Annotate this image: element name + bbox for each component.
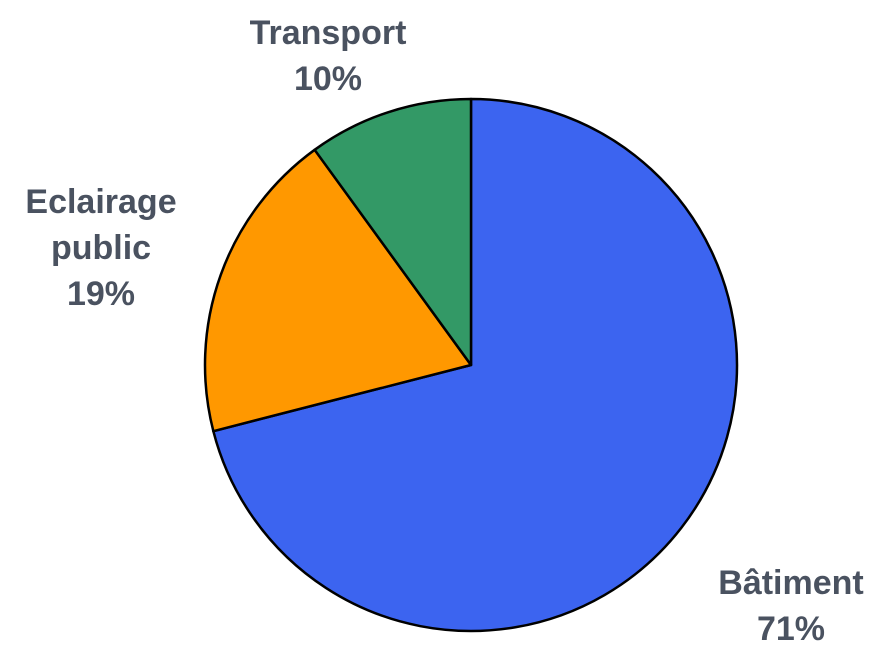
- slice-value-label: 19%: [67, 275, 135, 313]
- slice-label-0: Bâtiment 71%: [718, 564, 863, 645]
- slices-layer: [203, 97, 739, 633]
- pie-slice-transport: [313, 97, 473, 367]
- slice-name-label: Bâtiment: [718, 564, 863, 602]
- slice-label-1: Eclairage public 19%: [25, 183, 176, 313]
- slice-name-label: public: [51, 229, 151, 267]
- slice-name-label: Eclairage: [25, 183, 176, 221]
- slice-value-label: 10%: [294, 60, 362, 98]
- slice-value-label: 71%: [757, 610, 825, 645]
- slice-label-2: Transport 10%: [250, 14, 407, 98]
- slice-name-label: Transport: [250, 14, 407, 52]
- pie-slice-bâtiment: [212, 97, 739, 633]
- labels-layer: Bâtiment 71% Eclairage public 19% Transport 10…: [25, 14, 863, 645]
- pie-slice-eclairage-public: [203, 148, 473, 433]
